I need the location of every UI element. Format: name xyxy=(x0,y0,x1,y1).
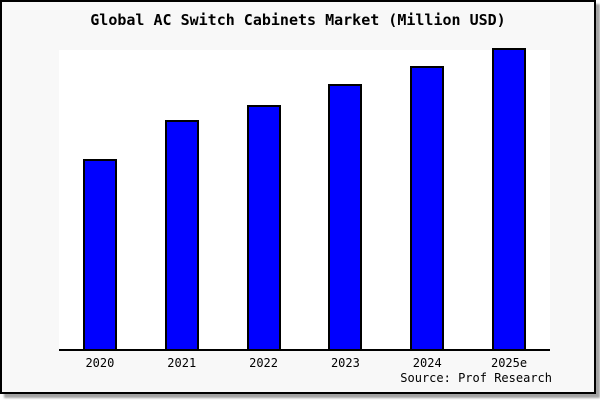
bar-cell xyxy=(386,50,468,349)
bar-cell xyxy=(223,50,305,349)
x-tick-label: 2025e xyxy=(490,356,528,370)
bar-cell xyxy=(141,50,223,349)
bar-cell xyxy=(468,48,550,349)
bar-2023 xyxy=(328,83,363,349)
x-tick-label: 2024 xyxy=(412,356,442,370)
bar-2025e xyxy=(492,48,527,349)
chart-frame: Global AC Switch Cabinets Market (Millio… xyxy=(0,0,596,394)
bar-cell xyxy=(59,50,141,349)
x-tick-label: 2021 xyxy=(167,356,197,370)
x-tick-label: 2022 xyxy=(249,356,279,370)
bar-2022 xyxy=(246,104,281,349)
bar-2024 xyxy=(410,65,445,349)
bar-cell xyxy=(304,50,386,349)
source-credit: Source: Prof Research xyxy=(400,371,552,385)
bars-container xyxy=(59,48,550,349)
x-tick-label: 2023 xyxy=(330,356,360,370)
plot-area xyxy=(59,48,550,351)
x-axis-labels: 2020 2021 2022 2023 2024 2025e xyxy=(59,356,550,370)
bar-2021 xyxy=(164,119,199,349)
x-tick-label: 2020 xyxy=(85,356,115,370)
chart-title: Global AC Switch Cabinets Market (Millio… xyxy=(90,11,506,29)
bar-2020 xyxy=(82,158,117,349)
